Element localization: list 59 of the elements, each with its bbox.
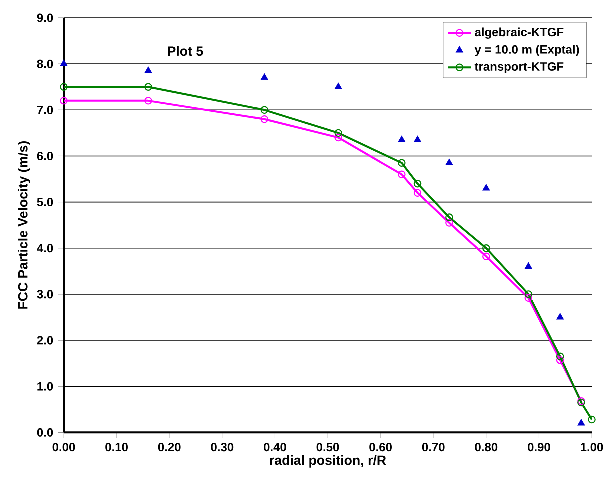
point bbox=[414, 180, 422, 188]
point bbox=[260, 106, 269, 114]
x-tick-label: 0.10 bbox=[106, 443, 128, 452]
point bbox=[482, 252, 490, 261]
point bbox=[556, 352, 564, 361]
point bbox=[556, 313, 564, 320]
point bbox=[334, 82, 342, 90]
y-tick-label: 6.0 bbox=[37, 152, 54, 160]
x-axis-title: radial position, r/R bbox=[270, 455, 386, 468]
y-tick-label: 5.0 bbox=[37, 198, 54, 207]
y-axis-title: FCC Particle Velocity (m/s) bbox=[18, 142, 30, 309]
point bbox=[60, 83, 68, 91]
y-tick-label: 9.0 bbox=[37, 14, 54, 22]
point bbox=[144, 83, 152, 91]
x-tick-label: 0.40 bbox=[264, 443, 286, 452]
point bbox=[398, 170, 406, 179]
point bbox=[398, 136, 406, 142]
point bbox=[524, 294, 533, 302]
point bbox=[482, 244, 490, 252]
x-tick-label: 0.20 bbox=[158, 443, 181, 452]
point bbox=[260, 115, 269, 124]
x-tick-label: 0.50 bbox=[316, 443, 340, 452]
x-tick-label: 0.60 bbox=[370, 443, 392, 452]
point bbox=[144, 97, 152, 105]
point bbox=[398, 159, 406, 168]
x-tick-label: 0.80 bbox=[475, 443, 498, 452]
point bbox=[446, 158, 454, 166]
y-tick-label: 1.0 bbox=[38, 382, 54, 391]
x-tick-label: 0.90 bbox=[528, 443, 550, 452]
point bbox=[414, 189, 422, 197]
point bbox=[556, 356, 564, 364]
x-tick-label: 0.00 bbox=[52, 443, 76, 452]
point bbox=[524, 262, 532, 270]
point bbox=[414, 136, 422, 142]
point bbox=[588, 416, 596, 424]
point bbox=[260, 74, 268, 80]
legend-label: transport-KTGF bbox=[474, 62, 564, 74]
y-tick-label: 0.0 bbox=[37, 428, 54, 437]
point bbox=[144, 66, 152, 74]
y-tick-label: 8.0 bbox=[37, 60, 54, 68]
x-tick-label: 0.70 bbox=[422, 443, 445, 452]
point bbox=[446, 214, 454, 222]
x-tick-label: 0.30 bbox=[211, 443, 234, 452]
y-tick-label: 3.0 bbox=[37, 290, 54, 299]
annotation: Plot 5 bbox=[168, 46, 204, 56]
legend-label: algebraic-KTGF bbox=[475, 28, 564, 39]
x-tick-label: 1.00 bbox=[581, 443, 604, 452]
y-tick-label: 2.0 bbox=[37, 336, 54, 345]
point bbox=[334, 134, 342, 142]
point bbox=[60, 97, 68, 105]
legend-label: y = 10.0 m (Exptal) bbox=[474, 45, 580, 56]
point bbox=[446, 219, 454, 227]
point bbox=[334, 129, 342, 138]
point bbox=[578, 419, 586, 426]
point bbox=[524, 290, 533, 298]
point bbox=[60, 60, 68, 66]
y-tick-label: 4.0 bbox=[37, 244, 54, 253]
y-tick-label: 7.0 bbox=[37, 106, 54, 114]
point bbox=[482, 184, 490, 191]
